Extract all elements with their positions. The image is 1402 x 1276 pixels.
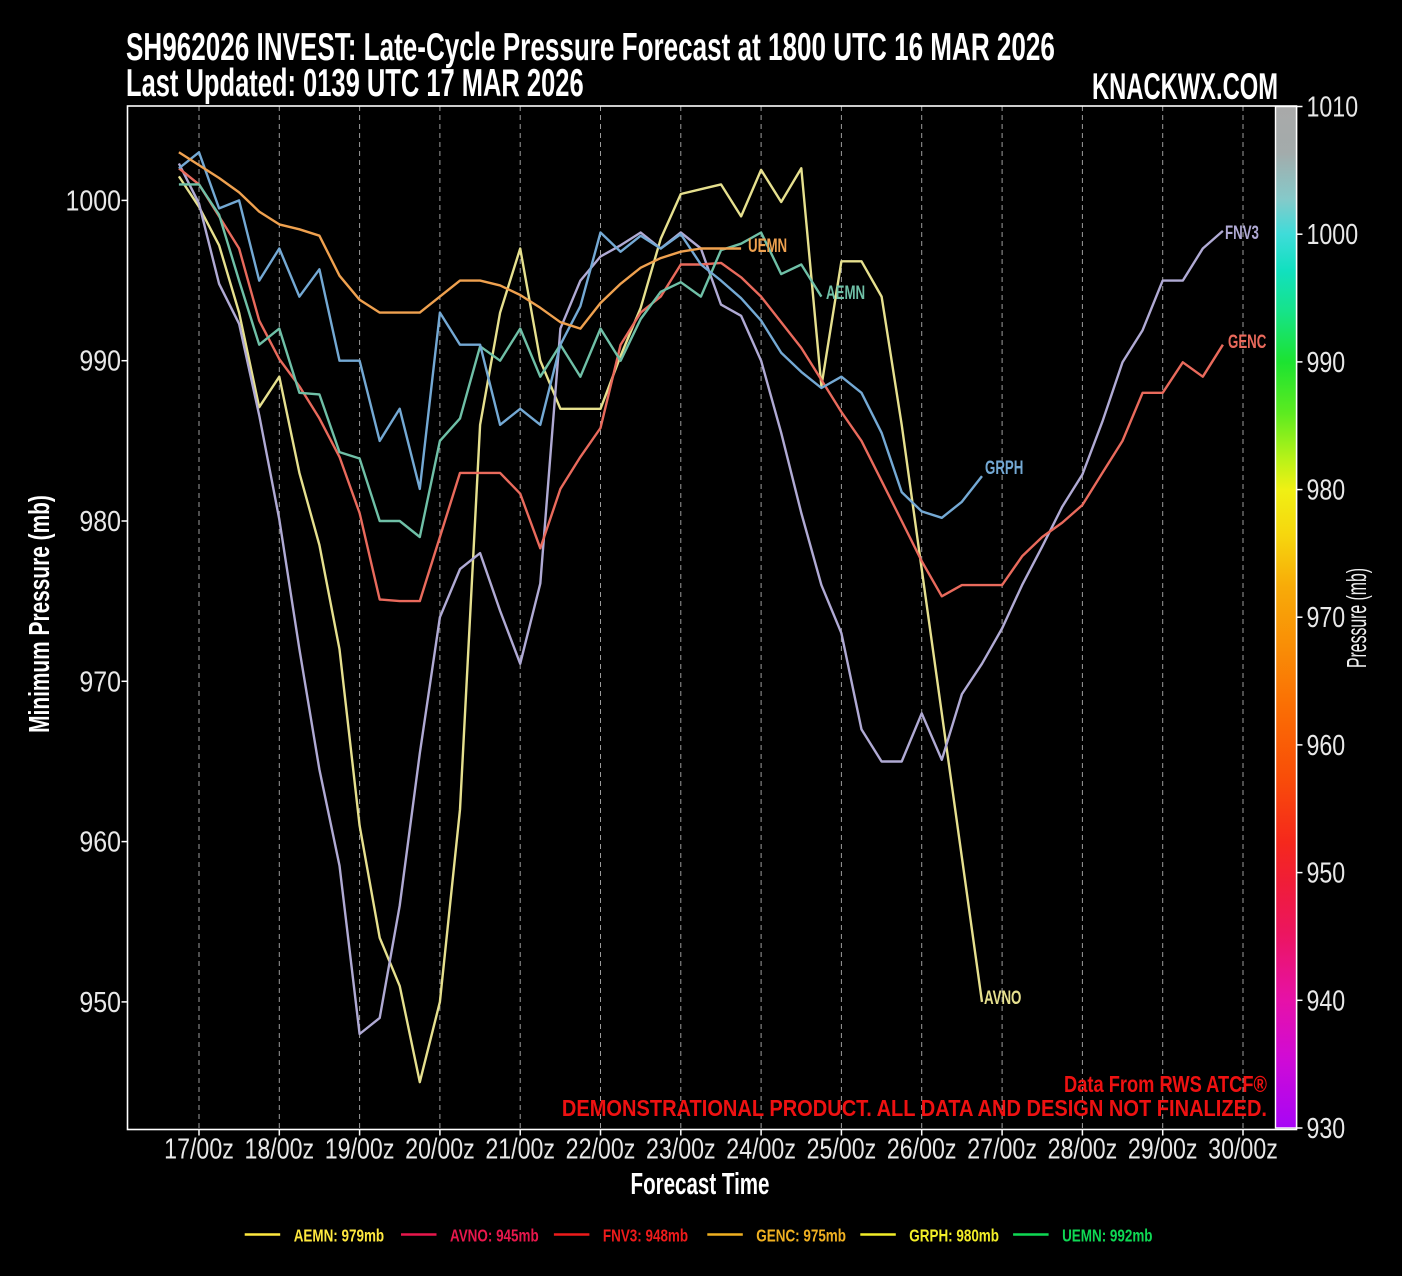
svg-text:20/00z: 20/00z [405,1132,475,1165]
svg-text:UEMN: UEMN [748,236,787,257]
svg-text:28/00z: 28/00z [1048,1132,1118,1165]
svg-text:23/00z: 23/00z [646,1132,716,1165]
svg-text:Minimum Pressure (mb): Minimum Pressure (mb) [24,495,56,733]
svg-text:UEMN: 992mb: UEMN: 992mb [1062,1227,1153,1246]
svg-text:990: 990 [79,345,121,377]
svg-text:960: 960 [1307,728,1346,761]
svg-text:AVNO: AVNO [984,988,1022,1009]
svg-text:SH962026 INVEST: Late-Cycle Pr: SH962026 INVEST: Late-Cycle Pressure For… [126,26,1055,69]
svg-text:24/00z: 24/00z [726,1132,796,1165]
svg-text:930: 930 [1307,1111,1346,1144]
svg-text:17/00z: 17/00z [164,1132,234,1165]
svg-text:970: 970 [1307,601,1346,634]
svg-text:1000: 1000 [1307,218,1359,251]
svg-text:21/00z: 21/00z [485,1132,555,1165]
svg-text:Forecast Time: Forecast Time [631,1166,770,1201]
svg-text:KNACKWX.COM: KNACKWX.COM [1092,66,1278,108]
svg-text:1010: 1010 [1307,90,1359,123]
svg-text:DEMONSTRATIONAL PRODUCT. ALL D: DEMONSTRATIONAL PRODUCT. ALL DATA AND DE… [562,1095,1267,1122]
svg-text:980: 980 [79,505,121,537]
svg-text:GRPH: 980mb: GRPH: 980mb [909,1227,999,1246]
svg-text:GENC: GENC [1228,332,1267,353]
svg-text:FNV3: FNV3 [1225,223,1259,244]
svg-text:GENC: 975mb: GENC: 975mb [756,1227,846,1246]
svg-text:26/00z: 26/00z [887,1132,957,1165]
svg-text:30/00z: 30/00z [1208,1132,1278,1165]
svg-text:980: 980 [1307,473,1346,506]
svg-text:950: 950 [1307,856,1346,889]
svg-text:950: 950 [79,986,121,1018]
svg-text:AEMN: AEMN [826,283,865,304]
svg-text:27/00z: 27/00z [967,1132,1037,1165]
svg-text:GRPH: GRPH [985,458,1023,479]
svg-text:18/00z: 18/00z [244,1132,314,1165]
svg-text:25/00z: 25/00z [807,1132,877,1165]
svg-text:FNV3: 948mb: FNV3: 948mb [603,1227,688,1246]
svg-text:AVNO: 945mb: AVNO: 945mb [450,1227,539,1246]
svg-text:Data From RWS ATCF®: Data From RWS ATCF® [1064,1072,1267,1097]
svg-text:1000: 1000 [66,185,121,217]
svg-text:19/00z: 19/00z [325,1132,395,1165]
svg-text:940: 940 [1307,984,1346,1017]
svg-text:Last Updated: 0139 UTC 17 MAR: Last Updated: 0139 UTC 17 MAR 2026 [126,60,584,104]
svg-text:990: 990 [1307,345,1346,378]
svg-text:960: 960 [79,826,121,858]
svg-text:AEMN: 979mb: AEMN: 979mb [294,1227,385,1246]
svg-text:Pressure (mb): Pressure (mb) [1340,568,1372,668]
svg-text:29/00z: 29/00z [1128,1132,1198,1165]
svg-text:970: 970 [79,666,121,698]
svg-text:22/00z: 22/00z [566,1132,636,1165]
